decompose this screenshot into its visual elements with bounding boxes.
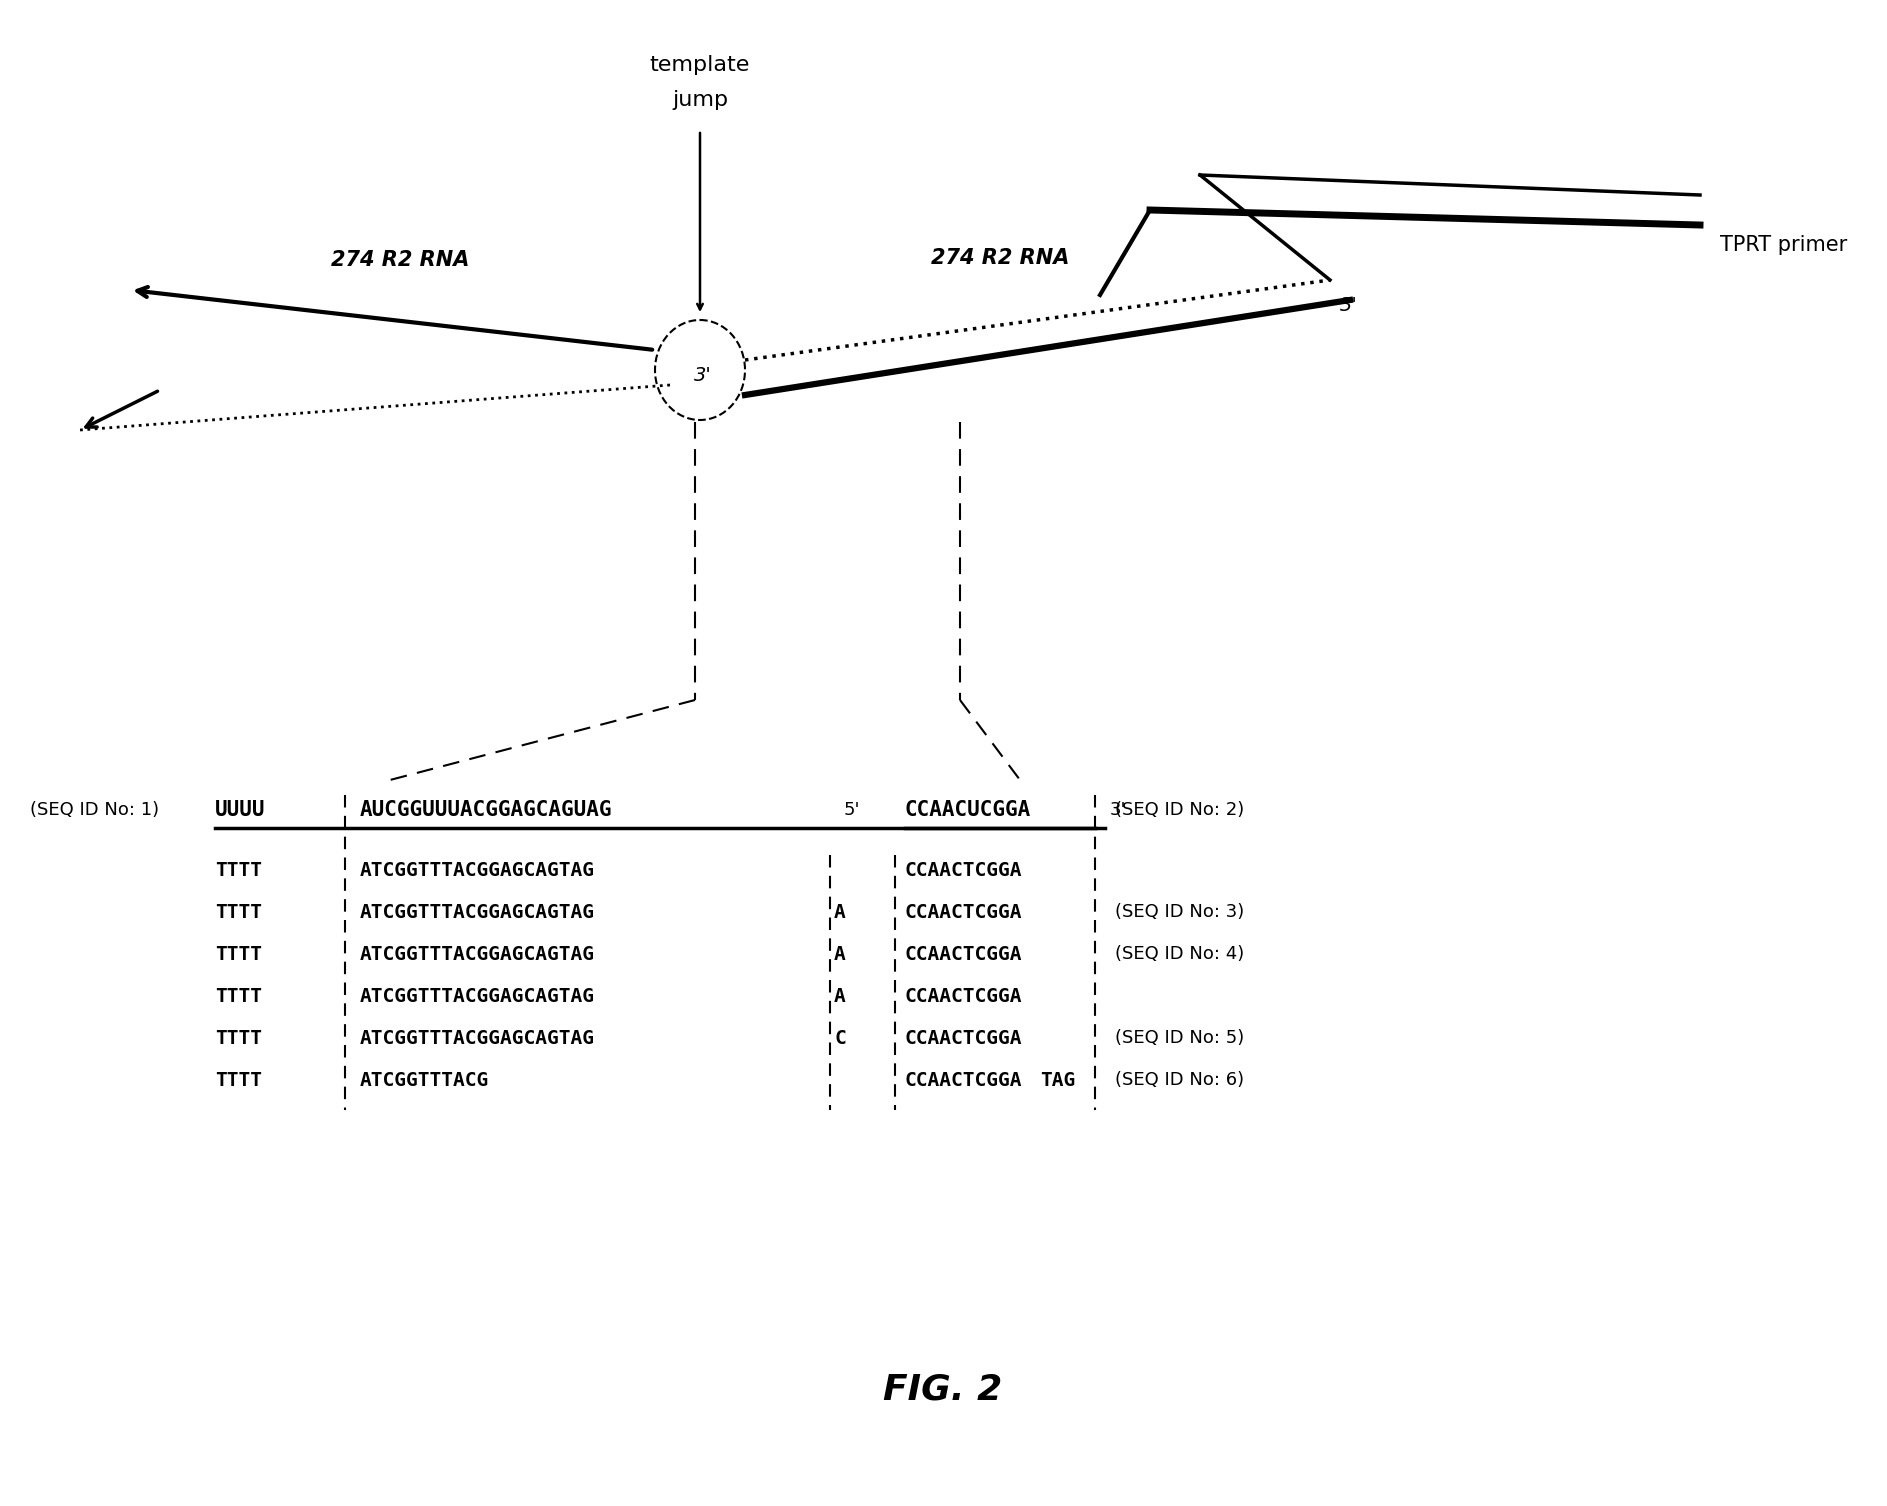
Text: AUCGGUUUACGGAGCAGUAG: AUCGGUUUACGGAGCAGUAG	[360, 800, 613, 819]
Text: TTTT: TTTT	[215, 1029, 262, 1048]
Text: A: A	[834, 902, 845, 922]
Text: FIG. 2: FIG. 2	[883, 1373, 1002, 1407]
Text: TTTT: TTTT	[215, 902, 262, 922]
Text: ATCGGTTTACGGAGCAGTAG: ATCGGTTTACGGAGCAGTAG	[360, 944, 594, 964]
Text: (SEQ ID No: 6): (SEQ ID No: 6)	[1115, 1071, 1244, 1089]
Text: 3': 3'	[1340, 295, 1359, 315]
Text: ATCGGTTTACGGAGCAGTAG: ATCGGTTTACGGAGCAGTAG	[360, 860, 594, 880]
Text: A: A	[834, 944, 845, 964]
Text: A: A	[834, 986, 845, 1006]
Text: (SEQ ID No: 1): (SEQ ID No: 1)	[30, 801, 159, 819]
Text: (SEQ ID No: 5): (SEQ ID No: 5)	[1115, 1029, 1244, 1047]
Text: C: C	[834, 1029, 845, 1048]
Text: jump: jump	[672, 90, 728, 110]
Text: TAG: TAG	[1040, 1071, 1076, 1089]
Text: 274 R2 RNA: 274 R2 RNA	[930, 248, 1070, 268]
Text: 5': 5'	[843, 801, 860, 819]
Text: ATCGGTTTACGGAGCAGTAG: ATCGGTTTACGGAGCAGTAG	[360, 1029, 594, 1048]
Text: 3': 3'	[694, 366, 711, 384]
Text: 274 R2 RNA: 274 R2 RNA	[330, 250, 470, 270]
Text: 3': 3'	[1110, 801, 1127, 819]
Text: TTTT: TTTT	[215, 860, 262, 880]
Text: ATCGGTTTACGGAGCAGTAG: ATCGGTTTACGGAGCAGTAG	[360, 986, 594, 1006]
Text: CCAACTCGGA: CCAACTCGGA	[906, 944, 1023, 964]
Text: TTTT: TTTT	[215, 944, 262, 964]
Text: (SEQ ID No: 3): (SEQ ID No: 3)	[1115, 904, 1244, 922]
Text: (SEQ ID No: 2): (SEQ ID No: 2)	[1115, 801, 1244, 819]
Text: TPRT primer: TPRT primer	[1719, 235, 1847, 255]
Text: UUUU: UUUU	[215, 800, 266, 819]
Text: TTTT: TTTT	[215, 986, 262, 1006]
Text: ATCGGTTTACG: ATCGGTTTACG	[360, 1071, 489, 1089]
Text: CCAACTCGGA: CCAACTCGGA	[906, 1029, 1023, 1048]
Text: CCAACTCGGA: CCAACTCGGA	[906, 1071, 1023, 1089]
Text: CCAACUCGGA: CCAACUCGGA	[906, 800, 1032, 819]
Text: TTTT: TTTT	[215, 1071, 262, 1089]
Text: CCAACTCGGA: CCAACTCGGA	[906, 986, 1023, 1006]
Text: CCAACTCGGA: CCAACTCGGA	[906, 902, 1023, 922]
Text: CCAACTCGGA: CCAACTCGGA	[906, 860, 1023, 880]
Text: ATCGGTTTACGGAGCAGTAG: ATCGGTTTACGGAGCAGTAG	[360, 902, 594, 922]
Text: (SEQ ID No: 4): (SEQ ID No: 4)	[1115, 944, 1244, 962]
Text: template: template	[649, 56, 751, 75]
